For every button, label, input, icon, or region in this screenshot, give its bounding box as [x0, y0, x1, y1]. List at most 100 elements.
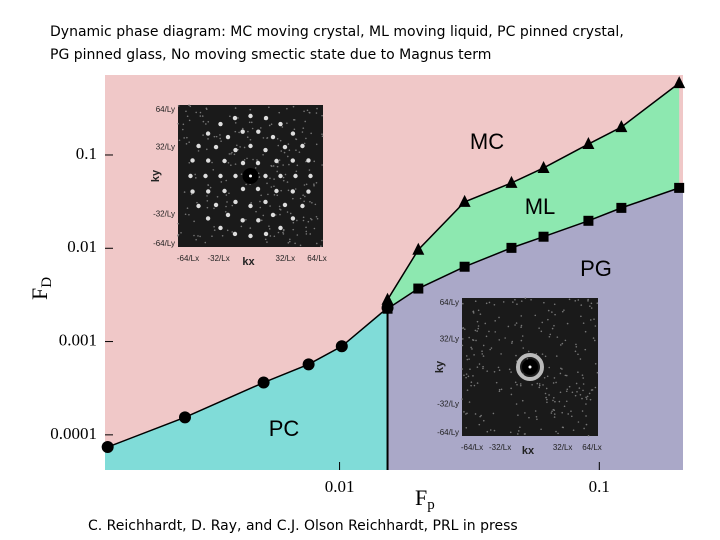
speckle	[500, 388, 503, 391]
speckle	[587, 434, 590, 437]
speckle	[476, 382, 479, 384]
speckle	[500, 353, 502, 355]
speckle	[474, 300, 477, 303]
inset	[177, 104, 324, 247]
speckle	[283, 151, 286, 154]
peak	[206, 158, 211, 163]
y-tick-label: 0.01	[67, 237, 97, 256]
peak	[278, 121, 283, 127]
speckle	[472, 310, 475, 313]
speckle	[585, 396, 587, 399]
speckle	[561, 310, 564, 313]
speckle	[268, 106, 270, 109]
speckle	[572, 429, 575, 431]
speckle	[183, 137, 185, 139]
peak	[290, 189, 295, 194]
speckle	[461, 344, 464, 347]
speckle	[534, 314, 537, 317]
speckle	[536, 418, 538, 421]
peak	[263, 199, 268, 205]
speckle	[541, 321, 544, 324]
speckle	[553, 303, 556, 306]
speckle	[315, 215, 318, 218]
speckle	[237, 117, 239, 119]
marker	[537, 160, 550, 173]
speckle	[313, 183, 315, 185]
speckle	[476, 330, 478, 332]
speckle	[199, 115, 202, 117]
peak	[248, 143, 253, 149]
speckle	[278, 205, 281, 208]
marker	[459, 261, 470, 272]
speckle	[296, 219, 298, 222]
speckle	[564, 339, 567, 342]
speckle	[521, 399, 524, 402]
speckle	[287, 143, 290, 145]
speckle	[267, 193, 269, 196]
peak	[218, 173, 223, 179]
speckle	[549, 333, 552, 336]
speckle	[315, 143, 318, 146]
speckle	[469, 368, 471, 370]
speckle	[575, 382, 578, 385]
speckle	[585, 415, 587, 417]
speckle	[502, 301, 505, 303]
speckle	[553, 377, 556, 379]
speckle	[471, 348, 473, 350]
marker	[616, 202, 627, 213]
speckle	[205, 107, 208, 110]
inset-tick-label: 32/Lx	[276, 254, 296, 263]
speckle	[557, 432, 559, 435]
region-label: MC	[470, 129, 504, 154]
speckle	[498, 316, 500, 319]
footer: C. Reichhardt, D. Ray, and C.J. Olson Re…	[88, 518, 518, 534]
speckle	[178, 139, 181, 142]
speckle	[462, 326, 465, 329]
speckle	[294, 242, 296, 245]
inset-tick-label: 32/Ly	[440, 335, 459, 344]
speckle	[193, 220, 195, 223]
speckle	[305, 233, 308, 235]
speckle	[494, 320, 496, 322]
x-tick-label: 0.01	[325, 477, 355, 496]
speckle	[286, 122, 288, 124]
peak	[306, 158, 311, 163]
region-label: PC	[269, 416, 300, 441]
inset-tick-label: 32/Lx	[553, 443, 573, 452]
speckle	[474, 413, 477, 415]
speckle	[213, 225, 215, 228]
speckle	[226, 201, 228, 203]
region-pc	[105, 307, 388, 470]
speckle	[313, 184, 315, 187]
marker	[505, 175, 518, 188]
speckle	[584, 330, 587, 333]
speckle	[313, 227, 316, 230]
speckle	[234, 130, 237, 133]
speckle	[570, 415, 573, 418]
peak	[290, 131, 296, 136]
speckle	[270, 186, 273, 188]
marker	[583, 215, 594, 226]
speckle	[538, 386, 541, 389]
speckle	[486, 370, 489, 372]
speckle	[581, 374, 584, 376]
speckle	[473, 384, 476, 387]
speckle	[190, 193, 193, 196]
marker	[673, 76, 686, 89]
speckle	[551, 327, 554, 330]
speckle	[553, 324, 555, 327]
speckle	[306, 109, 309, 112]
speckle	[296, 234, 299, 236]
speckle	[219, 137, 221, 140]
speckle	[231, 231, 234, 233]
marker	[413, 283, 424, 294]
speckle	[299, 244, 302, 247]
speckle	[535, 352, 538, 355]
speckle	[509, 431, 512, 434]
speckle	[548, 366, 551, 369]
peak	[213, 202, 219, 208]
speckle	[286, 211, 289, 213]
speckle	[177, 105, 180, 107]
speckle	[560, 344, 562, 346]
speckle	[556, 336, 559, 338]
